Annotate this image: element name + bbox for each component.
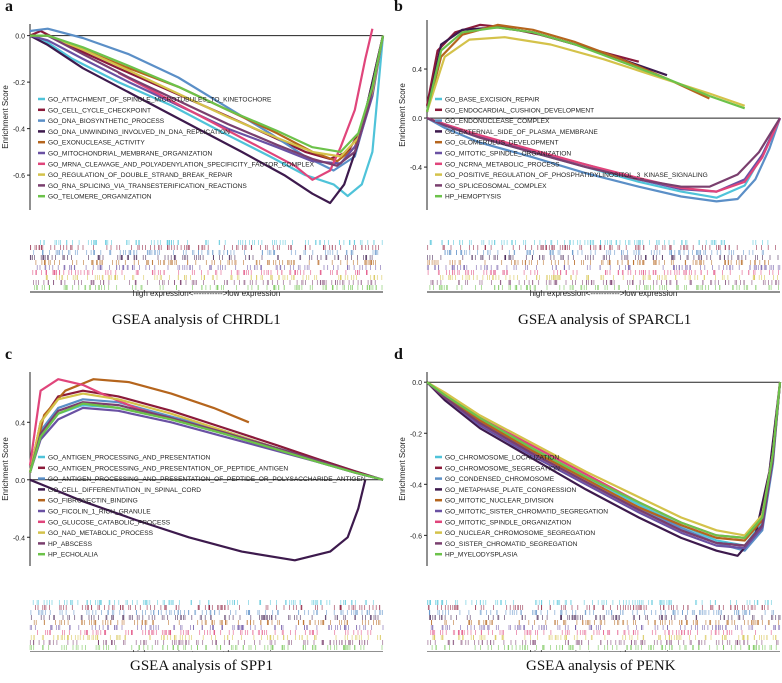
series-line — [28, 402, 384, 481]
y-tick-label: -0.6 — [13, 173, 25, 180]
gsea-chart-chrdl1: 0.0 -0.2 -0.4 -0.6 Enrichment Score GO_ATTACH… — [1, 24, 385, 298]
legend-label: GO_METAPHASE_PLATE_CONGRESSION — [445, 487, 577, 494]
legend-label: GO_EXONUCLEASE_ACTIVITY — [48, 140, 145, 147]
caption-sparcl1: GSEA analysis of SPARCL1 — [518, 312, 692, 328]
legend-label: GO_SPLICEOSOMAL_COMPLEX — [445, 183, 547, 190]
y-tick-label: 0.4 — [15, 420, 25, 427]
series-line — [426, 117, 781, 188]
panel-letter-c: c — [5, 346, 13, 363]
legend-label: HP_HEMOPTYSIS — [445, 194, 502, 201]
panel-a: a 0.0 -0.2 -0.4 -0.6 Enrichment Score GO_ATTA… — [0, 0, 391, 342]
legend-label: GO_EXTERNAL_SIDE_OF_PLASMA_MEMBRANE — [445, 129, 598, 136]
legend-label: GO_BASE_EXCISION_REPAIR — [445, 97, 540, 104]
panel-d: d 0.0 -0.2 -0.4 -0.6 Enrichment Score GO_CHRO… — [391, 342, 782, 683]
legend-label: HP_MYELODYSPLASIA — [445, 552, 518, 559]
legend-label: GO_FICOLIN_1_RICH_GRANULE — [48, 509, 151, 516]
gsea-chart-sparcl1: 0.4 0.0 -0.4 Enrichment Score GO_BASE_EXCISI… — [398, 20, 782, 298]
legend-label: GO_RNA_SPLICING_VIA_TRANSESTERIFICATION_… — [48, 183, 247, 190]
legend-label: GO_DNA_BIOSYNTHETIC_PROCESS — [48, 118, 165, 125]
series-line — [29, 478, 367, 562]
legend-label: HP_ABSCESS — [48, 541, 93, 548]
series-line — [30, 34, 385, 167]
legend-label: GO_MITOTIC_SISTER_CHROMATID_SEGREGATION — [445, 509, 608, 516]
y-tick-label: -0.2 — [410, 431, 422, 438]
legend-label: GO_GLOMERULUS_DEVELOPMENT — [445, 140, 559, 147]
gsea-chart-spp1: 0.4 0.0 -0.4 Enrichment Score GO_ANTIGEN_PRO… — [1, 372, 384, 652]
x-axis-label: high expression<----------->low expressi… — [133, 649, 281, 652]
y-axis-label: Enrichment Score — [398, 83, 407, 147]
series-line — [28, 378, 250, 473]
legend-label: GO_NUCLEAR_CHROMOSOME_SEGREGATION — [445, 530, 595, 537]
legend-label: GO_FIBRONECTIN_BINDING — [48, 498, 138, 505]
series-line — [426, 381, 782, 547]
y-axis-label: Enrichment Score — [1, 85, 10, 149]
legend-label: GO_MRNA_CLEAVAGE_AND_POLYADENYLATION_SPE… — [48, 161, 315, 168]
y-tick-label: 0.0 — [15, 478, 25, 485]
legend-label: GO_MITOTIC_SPINDLE_ORGANIZATION — [445, 151, 571, 158]
legend-label: GO_ENDOCARDIAL_CUSHION_DEVELOPMENT — [445, 107, 594, 114]
legend-label: GO_NAD_METABOLIC_PROCESS — [48, 530, 154, 537]
series-line — [426, 381, 782, 539]
legend-label: GO_CHROMOSOME_LOCALIZATION — [445, 455, 559, 462]
panel-letter-d: d — [394, 346, 403, 363]
x-axis-label: high expression<----------->low expressi… — [530, 289, 678, 298]
caption-spp1: GSEA analysis of SPP1 — [130, 658, 273, 674]
y-tick-label: -0.4 — [410, 482, 422, 489]
legend-label: GO_CELL_DIFFERENTIATION_IN_SPINAL_CORD — [48, 487, 201, 494]
panel-letter-a: a — [5, 0, 13, 15]
y-tick-label: -0.4 — [13, 535, 25, 542]
legend-label: GO_DNA_UNWINDING_INVOLVED_IN_DNA_REPLICA… — [48, 129, 230, 136]
legend-label: GO_MITOCHONDRIAL_MEMBRANE_ORGANIZATION — [48, 151, 212, 158]
legend-label: GO_MITOTIC_SPINDLE_ORGANIZATION — [445, 519, 571, 526]
y-tick-label: 0.0 — [412, 380, 422, 387]
series-line — [426, 117, 782, 203]
legend-label: GO_ANTIGEN_PROCESSING_AND_PRESENTATION_O… — [48, 476, 366, 483]
legend-label: GO_REGULATION_OF_DOUBLE_STRAND_BREAK_REP… — [48, 172, 233, 179]
legend-label: HP_ECHOLALIA — [48, 552, 98, 559]
legend-label: GO_ANTIGEN_PROCESSING_AND_PRESENTATION — [48, 455, 211, 462]
legend-label: GO_TELOMERE_ORGANIZATION — [48, 194, 152, 201]
caption-chrdl1: GSEA analysis of CHRDL1 — [112, 312, 281, 328]
legend-label: GO_CONDENSED_CHROMOSOME — [445, 476, 555, 483]
series-line — [117, 28, 374, 181]
y-tick-label: -0.6 — [410, 533, 422, 540]
legend-label: GO_ANTIGEN_PROCESSING_AND_PRESENTATION_O… — [48, 465, 288, 472]
series-line — [29, 34, 385, 198]
legend-label: GO_NCRNA_METABOLIC_PROCESS — [445, 161, 560, 168]
legend-label: GO_GLUCOSE_CATABOLIC_PROCESS — [48, 519, 171, 526]
y-tick-label: -0.2 — [13, 80, 25, 87]
caption-penk: GSEA analysis of PENK — [526, 658, 676, 674]
legend-label: GO_CHROMOSOME_SEGREGATION — [445, 465, 560, 472]
legend-label: GO_MITOTIC_NUCLEAR_DIVISION — [445, 498, 554, 505]
x-axis-label: high expression<----------->low expressi… — [530, 649, 678, 652]
legend-label: GO_ATTACHMENT_OF_SPINDLE_MICROTUBULES_TO… — [48, 97, 272, 104]
gsea-chart-penk: 0.0 -0.2 -0.4 -0.6 Enrichment Score GO_CHROMO… — [398, 372, 782, 652]
series-line — [425, 26, 746, 113]
series-line — [426, 117, 782, 193]
y-axis-label: Enrichment Score — [398, 437, 407, 501]
panel-c: c 0.4 0.0 -0.4 Enrichment Score GO_ANTIGEN_P… — [0, 342, 391, 683]
y-tick-label: 0.0 — [15, 34, 25, 41]
y-axis-label: Enrichment Score — [1, 437, 10, 501]
legend-label: GO_POSITIVE_REGULATION_OF_PHOSPHATIDYLIN… — [445, 172, 708, 179]
y-tick-label: 0.4 — [412, 67, 422, 74]
legend-label: GO_ENDONUCLEASE_COMPLEX — [445, 118, 550, 125]
y-tick-label: -0.4 — [13, 127, 25, 134]
panel-b: b 0.4 0.0 -0.4 Enrichment Score GO_BASE_EXCI… — [391, 0, 782, 342]
y-tick-label: 0.0 — [412, 116, 422, 123]
series-line — [30, 34, 385, 153]
legend-label: GO_SISTER_CHROMATID_SEGREGATION — [445, 541, 578, 548]
panel-letter-b: b — [394, 0, 403, 15]
y-tick-label: -0.4 — [410, 165, 422, 172]
x-axis-label: high expression<----------->low expressi… — [133, 289, 281, 298]
legend-label: GO_CELL_CYCLE_CHECKPOINT — [48, 107, 151, 114]
